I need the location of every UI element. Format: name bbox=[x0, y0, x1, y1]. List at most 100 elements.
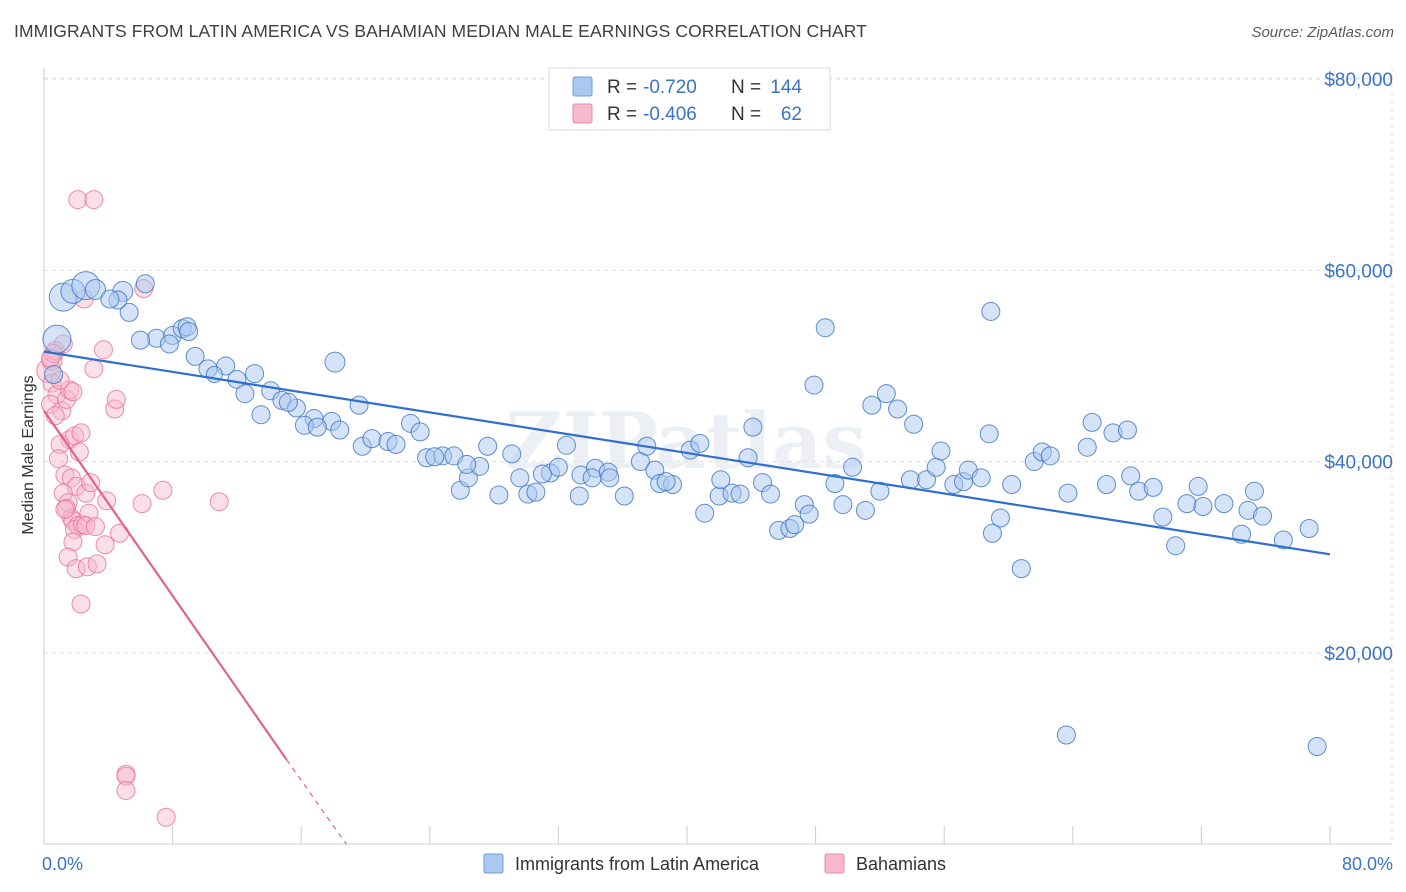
chart-source: Source: ZipAtlas.com bbox=[1251, 24, 1394, 41]
latin-america-point bbox=[982, 523, 1002, 543]
x-tick-labels: 0.0% 80.0% bbox=[42, 854, 1393, 874]
bahamians-point bbox=[76, 516, 96, 536]
latin-america-point bbox=[278, 392, 298, 412]
latin-america-point bbox=[904, 414, 924, 434]
latin-america-point bbox=[1166, 536, 1186, 556]
bottom-legend-swatch-blue bbox=[483, 853, 504, 874]
bahamians-point bbox=[93, 340, 113, 360]
latin-america-point bbox=[582, 468, 602, 488]
latin-america-point bbox=[1214, 494, 1234, 514]
latin-america-point bbox=[843, 457, 863, 477]
latin-america-point bbox=[307, 417, 327, 437]
chart-title: IMMIGRANTS FROM LATIN AMERICA VS BAHAMIA… bbox=[14, 21, 867, 41]
latin-america-point bbox=[119, 302, 139, 322]
latin-america-point bbox=[656, 472, 676, 492]
latin-america-point bbox=[1058, 483, 1078, 503]
axes bbox=[43, 68, 1392, 845]
latin-america-point bbox=[330, 420, 350, 440]
bahamians-point bbox=[76, 483, 96, 503]
bahamians-point bbox=[63, 382, 83, 402]
latin-america-point bbox=[1273, 530, 1293, 550]
latin-america-point bbox=[730, 484, 750, 504]
latin-america-point bbox=[84, 278, 106, 300]
latin-america-point bbox=[100, 289, 120, 309]
bahamians-point bbox=[84, 190, 104, 210]
bottom-legend-swatch-pink bbox=[824, 853, 845, 874]
latin-america-point bbox=[785, 515, 805, 535]
bahamians-point bbox=[60, 380, 80, 400]
y-axis-label: Median Male Earnings bbox=[20, 375, 37, 534]
bahamians-point bbox=[48, 449, 68, 469]
latin-america-point bbox=[548, 457, 568, 477]
bahamians-point bbox=[156, 807, 176, 827]
bahamians-point bbox=[116, 766, 136, 786]
latin-america-point bbox=[526, 482, 546, 502]
bahamians-point bbox=[85, 517, 105, 537]
latin-america-point bbox=[130, 330, 150, 350]
latin-america-point bbox=[870, 481, 890, 501]
bahamians-point bbox=[81, 473, 101, 493]
gridlines bbox=[44, 68, 1393, 844]
latin-america-point bbox=[489, 485, 509, 505]
latin-america-point bbox=[245, 364, 265, 384]
legend-r-label-1: R = bbox=[607, 77, 637, 98]
bahamians-point bbox=[61, 468, 81, 488]
latin-america-point bbox=[1040, 446, 1060, 466]
bahamians-point bbox=[45, 406, 65, 426]
bottom-legend-label-blue: Immigrants from Latin America bbox=[515, 854, 760, 874]
latin-america-point bbox=[711, 470, 731, 490]
trend-line-latin-america bbox=[43, 350, 1331, 556]
legend-swatch-blue bbox=[572, 76, 593, 97]
latin-america-point bbox=[1153, 507, 1173, 527]
series-latin-america-points bbox=[42, 271, 1327, 756]
y-tick-labels: $20,000 $40,000 $60,000 $80,000 bbox=[1324, 70, 1393, 665]
bahamians-point bbox=[55, 499, 75, 519]
bahamians-point bbox=[57, 498, 77, 518]
legend-r-label-2: R = bbox=[607, 104, 637, 125]
bahamians-point bbox=[153, 480, 173, 500]
latin-america-point bbox=[510, 468, 530, 488]
latin-america-point bbox=[1143, 477, 1163, 497]
y-tick-label-1: $40,000 bbox=[1324, 453, 1393, 474]
latin-america-point bbox=[888, 399, 908, 419]
latin-america-point bbox=[410, 422, 430, 442]
latin-america-point bbox=[833, 495, 853, 515]
latin-america-point bbox=[1097, 475, 1117, 495]
legend-n-value-1: 144 bbox=[770, 77, 802, 98]
latin-america-point bbox=[324, 351, 346, 373]
bahamians-point bbox=[209, 492, 229, 512]
stats-legend-box bbox=[548, 67, 831, 131]
bahamians-point bbox=[116, 780, 136, 800]
latin-america-point bbox=[386, 434, 406, 454]
latin-america-point bbox=[349, 395, 369, 415]
latin-america-point bbox=[931, 441, 951, 461]
series-bahamians-points bbox=[36, 190, 229, 827]
latin-america-point bbox=[695, 503, 715, 523]
latin-america-point bbox=[862, 395, 882, 415]
latin-america-point bbox=[876, 384, 896, 404]
bahamians-point bbox=[71, 423, 91, 443]
latin-america-point bbox=[478, 436, 498, 456]
latin-america-point bbox=[1011, 559, 1031, 579]
latin-america-point bbox=[185, 346, 205, 366]
latin-america-point bbox=[1121, 466, 1141, 486]
legend-n-value-2: 62 bbox=[781, 104, 802, 125]
latin-america-point bbox=[1244, 481, 1264, 501]
x-tick-label-0: 0.0% bbox=[42, 854, 83, 874]
bottom-legend-label-pink: Bahamians bbox=[856, 854, 946, 874]
x-tick-label-1: 80.0% bbox=[1342, 854, 1393, 874]
latin-america-point bbox=[979, 424, 999, 444]
latin-america-point bbox=[799, 504, 819, 524]
latin-america-point bbox=[502, 444, 522, 464]
latin-america-point bbox=[235, 384, 255, 404]
legend-r-value-2: -0.406 bbox=[643, 104, 697, 125]
latin-america-point bbox=[614, 486, 634, 506]
latin-america-point bbox=[44, 365, 64, 385]
latin-america-point bbox=[179, 322, 199, 342]
bahamians-point bbox=[58, 547, 78, 567]
latin-america-point bbox=[251, 405, 271, 425]
latin-america-point bbox=[1056, 725, 1076, 745]
latin-america-point bbox=[1117, 420, 1137, 440]
latin-america-point bbox=[569, 486, 589, 506]
